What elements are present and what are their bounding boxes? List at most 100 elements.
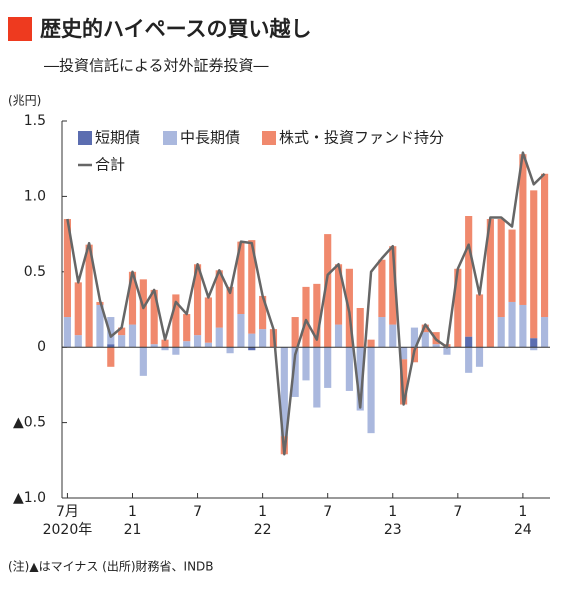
- bar-segment: [204, 342, 212, 348]
- bar-segment: [400, 347, 408, 360]
- bar-segment: [497, 317, 505, 348]
- bar-segment: [334, 264, 343, 325]
- y-tick-label: 1.5: [24, 113, 46, 129]
- bar-segment: [443, 347, 451, 355]
- bar-segment: [432, 344, 440, 348]
- bar-segment: [291, 317, 299, 348]
- legend-label: 短期債: [95, 129, 140, 147]
- x-tick-label: 7: [193, 504, 202, 520]
- x-year-label: 22: [254, 522, 272, 538]
- bar-segment: [193, 264, 202, 336]
- bar-segment: [259, 295, 267, 330]
- y-tick-label: ▲1.0: [13, 490, 46, 506]
- bar-segment: [454, 268, 462, 348]
- bar-segment: [118, 327, 126, 336]
- bar-segment: [356, 307, 364, 348]
- bar-segment: [324, 347, 332, 388]
- bar-segment: [74, 335, 82, 348]
- bar-segment: [410, 327, 419, 348]
- y-tick-label: ▲0.5: [13, 415, 46, 431]
- x-tick-label: 7: [323, 504, 332, 520]
- bar-segment: [193, 335, 202, 348]
- bar-segment: [118, 335, 126, 348]
- bar-segment: [107, 347, 115, 367]
- x-year-label: 2020年: [43, 522, 93, 538]
- bar-segment: [150, 344, 158, 348]
- bar-segment: [161, 347, 169, 351]
- x-tick-label: 1: [518, 504, 527, 520]
- bar-segment: [259, 329, 267, 348]
- legend-swatch: [262, 131, 276, 145]
- legend-swatch: [163, 131, 177, 145]
- bar-segment: [63, 219, 72, 318]
- bar-segment: [139, 347, 147, 376]
- bar-segment: [324, 234, 332, 348]
- bar-segment: [465, 336, 473, 348]
- bar-segment: [519, 304, 527, 348]
- chart-title: 歴史的ハイペースの買い越し: [40, 17, 312, 41]
- x-tick-label: 7: [453, 504, 462, 520]
- bar-segment: [107, 344, 115, 348]
- bar-segment: [248, 240, 256, 334]
- bar-segment: [367, 347, 375, 434]
- bar-segment: [139, 279, 147, 348]
- bar-segment: [248, 333, 256, 348]
- bar-segment: [215, 327, 223, 348]
- bar-segment: [280, 347, 288, 437]
- bar-segment: [465, 216, 473, 337]
- bar-segment: [378, 259, 386, 318]
- bar-segment: [150, 289, 158, 345]
- bar-segment: [107, 317, 115, 345]
- bar-segment: [215, 270, 223, 328]
- bar-segment: [204, 297, 212, 343]
- bar-segment: [161, 339, 169, 348]
- bar-segment: [226, 347, 234, 354]
- bar-segment: [183, 314, 191, 342]
- x-tick-label: 1: [258, 504, 267, 520]
- legend-label: 中長期債: [180, 129, 240, 147]
- bar-segment: [63, 317, 72, 348]
- bar-segment: [96, 304, 104, 348]
- bar-segment: [237, 314, 245, 348]
- chart-subtitle: ―投資信託による対外証券投資―: [44, 57, 269, 75]
- bar-segment: [497, 219, 505, 318]
- x-tick-label: 7月: [56, 504, 79, 520]
- bar-segment: [540, 173, 549, 318]
- bar-segment: [237, 241, 245, 315]
- bar-segment: [530, 338, 538, 348]
- y-unit: (兆円): [8, 94, 41, 108]
- bar-segment: [345, 347, 353, 391]
- bar-segment: [540, 317, 549, 348]
- x-year-label: 21: [124, 522, 142, 538]
- title-marker: [8, 17, 32, 41]
- bar-segment: [85, 244, 93, 348]
- total-line: [66, 151, 546, 456]
- bar-segment: [128, 324, 137, 348]
- bar-segment: [183, 341, 191, 348]
- bar-segment: [400, 359, 408, 405]
- bar-segment: [172, 294, 180, 348]
- bar-segment: [519, 154, 527, 305]
- bar-segment: [508, 229, 516, 302]
- x-year-label: 23: [384, 522, 402, 538]
- legend-swatch: [78, 131, 92, 145]
- bar-segment: [475, 294, 484, 348]
- bar-segment: [226, 286, 234, 348]
- bar-segment: [421, 332, 429, 348]
- bar-segment: [313, 347, 321, 408]
- bar-segment: [465, 347, 473, 373]
- bar-segment: [475, 347, 484, 367]
- bar-segment: [378, 317, 386, 348]
- bar-segment: [508, 301, 516, 348]
- bar-segment: [367, 339, 375, 348]
- y-tick-label: 0: [37, 339, 46, 355]
- legend-label: 合計: [95, 156, 125, 174]
- x-year-label: 24: [514, 522, 532, 538]
- bar-segment: [302, 347, 310, 381]
- bar-segment: [74, 282, 82, 336]
- bar-segment: [302, 286, 310, 348]
- bar-segment: [248, 347, 256, 351]
- x-tick-label: 1: [128, 504, 137, 520]
- bar-segment: [530, 190, 538, 339]
- bar-segment: [389, 324, 397, 348]
